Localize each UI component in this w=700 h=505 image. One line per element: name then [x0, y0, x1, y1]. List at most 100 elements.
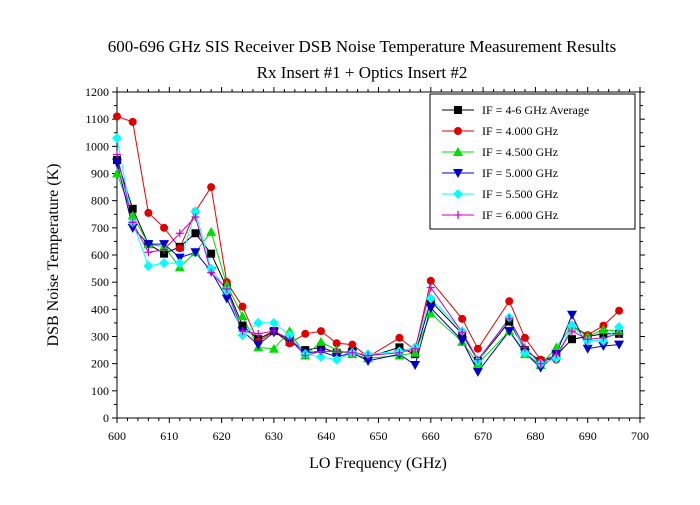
legend-label: IF = 4-6 GHz Average — [482, 103, 589, 117]
data-point — [160, 249, 169, 258]
x-tick-label: 610 — [160, 429, 178, 443]
legend-label: IF = 6.000 GHz — [482, 208, 558, 222]
y-tick-label: 1100 — [85, 112, 109, 126]
data-point — [190, 206, 201, 217]
data-point — [567, 320, 578, 331]
y-tick-label: 600 — [91, 248, 109, 262]
data-point — [237, 330, 248, 341]
data-point — [128, 204, 137, 213]
x-tick-label: 630 — [265, 429, 283, 443]
data-point — [238, 302, 247, 311]
data-point — [254, 329, 263, 338]
data-point — [268, 317, 279, 328]
data-point — [614, 321, 625, 332]
y-axis-label: DSB Noise Temperature (K) — [45, 164, 62, 347]
data-point — [426, 283, 435, 292]
data-point — [568, 327, 577, 336]
legend-entry-5: IF = 5.500 GHz — [442, 187, 558, 201]
data-point — [410, 361, 421, 371]
data-point — [191, 229, 200, 238]
data-point — [458, 328, 467, 337]
data-point — [473, 344, 482, 353]
data-point — [520, 343, 529, 352]
data-point — [332, 347, 341, 356]
x-tick-label: 700 — [631, 429, 649, 443]
data-point — [364, 351, 373, 360]
data-point — [551, 353, 562, 364]
legend-marker — [453, 169, 463, 178]
data-point — [112, 158, 122, 168]
y-tick-label: 700 — [91, 221, 109, 235]
data-point — [128, 218, 137, 227]
data-point — [191, 212, 200, 221]
legend-entry-4: IF = 5.000 GHz — [442, 166, 558, 180]
data-point — [206, 226, 217, 236]
legend-label: IF = 5.000 GHz — [482, 166, 558, 180]
data-point — [411, 344, 420, 353]
chart-subtitle: Rx Insert #1 + Optics Insert #2 — [257, 63, 468, 82]
data-point — [207, 183, 216, 192]
data-point — [143, 260, 154, 271]
y-tick-label: 1200 — [85, 85, 109, 99]
data-point — [425, 303, 436, 313]
legend-box — [429, 93, 636, 230]
data-point — [598, 342, 609, 352]
data-point — [127, 210, 138, 220]
x-tick-label: 680 — [526, 429, 544, 443]
data-point — [238, 321, 247, 330]
x-tick-label: 600 — [108, 429, 126, 443]
data-point — [316, 327, 325, 336]
legend-label: IF = 4.500 GHz — [482, 145, 558, 159]
data-point — [253, 340, 264, 350]
data-point — [348, 340, 357, 349]
data-point — [112, 168, 122, 178]
data-point — [143, 240, 154, 250]
data-point — [582, 344, 593, 354]
data-point — [285, 335, 294, 344]
data-point — [472, 367, 483, 377]
data-point — [127, 223, 138, 233]
data-point — [269, 327, 278, 336]
legend-marker — [454, 127, 462, 135]
data-point — [552, 350, 561, 359]
data-point — [536, 359, 545, 368]
chart-title: 600-696 GHz SIS Receiver DSB Noise Tempe… — [108, 37, 616, 56]
data-point — [175, 229, 184, 238]
data-point — [551, 342, 562, 352]
data-point — [504, 327, 515, 337]
data-point — [160, 245, 169, 254]
legend: IF = 4-6 GHz Average IF = 4.000 GHz IF = 4… — [429, 93, 636, 230]
legend-label: IF = 5.500 GHz — [482, 187, 558, 201]
data-point — [144, 248, 153, 257]
y-tick-label: 1000 — [85, 139, 109, 153]
y-tick-label: 500 — [91, 275, 109, 289]
data-point — [332, 339, 341, 348]
axes: 0 100 200 300 400 500 600 700 800 900 1000 1100 1200… — [85, 85, 649, 443]
legend-marker — [454, 106, 462, 114]
data-point — [473, 355, 482, 364]
data-point — [315, 351, 326, 362]
data-point — [395, 348, 404, 357]
data-point — [159, 258, 170, 269]
legend-entry-2: IF = 4.000 GHz — [442, 124, 558, 138]
data-point — [316, 343, 325, 352]
data-point — [268, 343, 279, 353]
data-point — [113, 150, 121, 159]
legend-marker — [453, 189, 463, 199]
x-tick-label: 690 — [579, 429, 597, 443]
series-points-6 — [113, 150, 624, 368]
data-point — [316, 347, 325, 356]
y-tick-label: 800 — [91, 194, 109, 208]
y-tick-label: 900 — [91, 167, 109, 181]
legend-entry-6: IF = 6.000 GHz — [442, 208, 558, 222]
data-point — [520, 333, 529, 342]
data-point — [331, 354, 342, 365]
data-point — [315, 336, 326, 346]
data-point — [567, 310, 578, 320]
data-point — [457, 336, 468, 346]
data-point — [206, 263, 217, 274]
data-point — [284, 330, 295, 341]
data-point — [175, 244, 184, 253]
x-tick-label: 650 — [370, 429, 388, 443]
